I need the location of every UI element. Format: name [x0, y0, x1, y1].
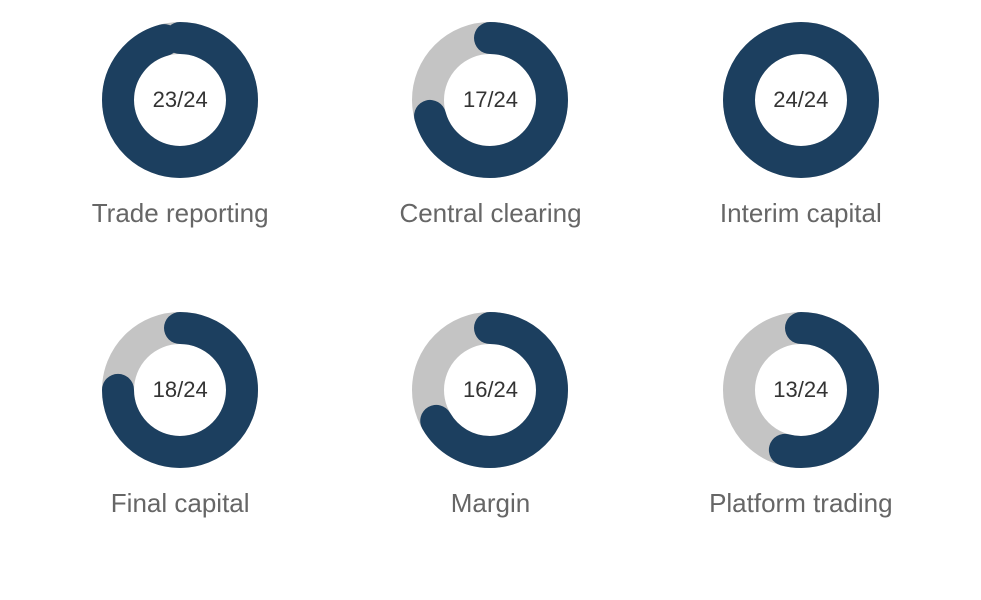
donut-cell: 24/24 Interim capital — [651, 20, 951, 300]
donut-cell: 23/24 Trade reporting — [30, 20, 330, 300]
donut-chart-final-capital: 18/24 — [100, 310, 260, 470]
donut-label: Central clearing — [399, 198, 581, 229]
donut-chart-trade-reporting: 23/24 — [100, 20, 260, 180]
donut-chart-interim-capital: 24/24 — [721, 20, 881, 180]
donut-center-value: 17/24 — [410, 20, 570, 180]
donut-center-value: 18/24 — [100, 310, 260, 470]
donut-center-value: 13/24 — [721, 310, 881, 470]
donut-chart-platform-trading: 13/24 — [721, 310, 881, 470]
donut-grid: 23/24 Trade reporting 17/24 Central clea… — [0, 0, 981, 600]
donut-cell: 13/24 Platform trading — [651, 310, 951, 590]
donut-cell: 18/24 Final capital — [30, 310, 330, 590]
donut-center-value: 24/24 — [721, 20, 881, 180]
donut-label: Margin — [451, 488, 530, 519]
donut-cell: 17/24 Central clearing — [340, 20, 640, 300]
donut-center-value: 16/24 — [410, 310, 570, 470]
donut-chart-central-clearing: 17/24 — [410, 20, 570, 180]
donut-label: Final capital — [111, 488, 250, 519]
donut-chart-margin: 16/24 — [410, 310, 570, 470]
donut-label: Platform trading — [709, 488, 893, 519]
donut-center-value: 23/24 — [100, 20, 260, 180]
donut-label: Interim capital — [720, 198, 882, 229]
donut-label: Trade reporting — [92, 198, 269, 229]
donut-cell: 16/24 Margin — [340, 310, 640, 590]
